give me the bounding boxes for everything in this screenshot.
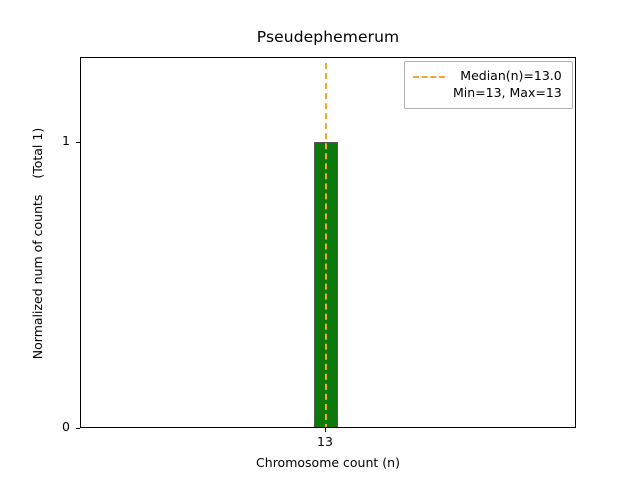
legend-entry-text: Median(n)=13.0 Min=13, Max=13 [446, 68, 562, 102]
median-line [325, 63, 327, 427]
y-axis-label: Normalized num of counts (Total 1) [30, 127, 45, 360]
y-tick-label-1: 1 [62, 133, 70, 148]
legend-entry-median: Median(n)=13.0 Min=13, Max=13 [412, 68, 564, 102]
legend-minmax-label: Min=13, Max=13 [453, 84, 562, 100]
chart-title: Pseudephemerum [256, 28, 400, 46]
chart-legend: Median(n)=13.0 Min=13, Max=13 [404, 61, 573, 109]
x-tick-label-13: 13 [317, 434, 333, 449]
plot-area [80, 57, 576, 428]
x-axis-label: Chromosome count (n) [256, 455, 400, 470]
y-tick-label-0: 0 [62, 419, 70, 434]
legend-median-label: Median(n)=13.0 [460, 68, 562, 83]
dashed-line-icon [412, 69, 446, 85]
y-tick-mark-0 [76, 428, 80, 429]
x-tick-mark-13 [325, 428, 326, 432]
y-tick-mark-1 [76, 142, 80, 143]
